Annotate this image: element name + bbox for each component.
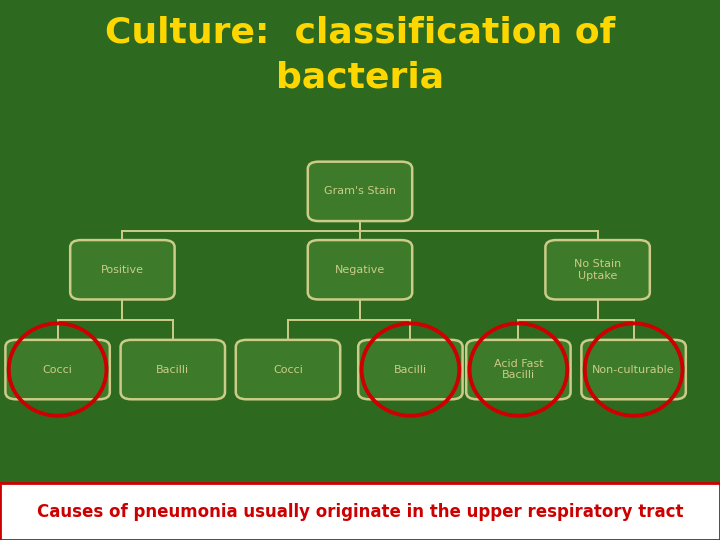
FancyBboxPatch shape [71, 240, 175, 300]
FancyBboxPatch shape [236, 340, 341, 399]
FancyBboxPatch shape [308, 240, 412, 300]
Text: Culture:  classification of
bacteria: Culture: classification of bacteria [105, 16, 615, 94]
Text: Cocci: Cocci [273, 364, 303, 375]
Text: Gram's Stain: Gram's Stain [324, 186, 396, 197]
FancyBboxPatch shape [121, 340, 225, 399]
Text: Positive: Positive [101, 265, 144, 275]
Text: Acid Fast
Bacilli: Acid Fast Bacilli [494, 359, 543, 380]
Text: Bacilli: Bacilli [394, 364, 427, 375]
Text: Non-culturable: Non-culturable [593, 364, 675, 375]
FancyBboxPatch shape [582, 340, 685, 399]
Text: Causes of pneumonia usually originate in the upper respiratory tract: Causes of pneumonia usually originate in… [37, 503, 683, 521]
FancyBboxPatch shape [308, 161, 412, 221]
Text: Bacilli: Bacilli [156, 364, 189, 375]
FancyBboxPatch shape [6, 340, 110, 399]
Text: Cocci: Cocci [42, 364, 73, 375]
Text: Negative: Negative [335, 265, 385, 275]
FancyBboxPatch shape [546, 240, 649, 300]
FancyBboxPatch shape [467, 340, 571, 399]
FancyBboxPatch shape [358, 340, 462, 399]
Text: No Stain
Uptake: No Stain Uptake [574, 259, 621, 281]
